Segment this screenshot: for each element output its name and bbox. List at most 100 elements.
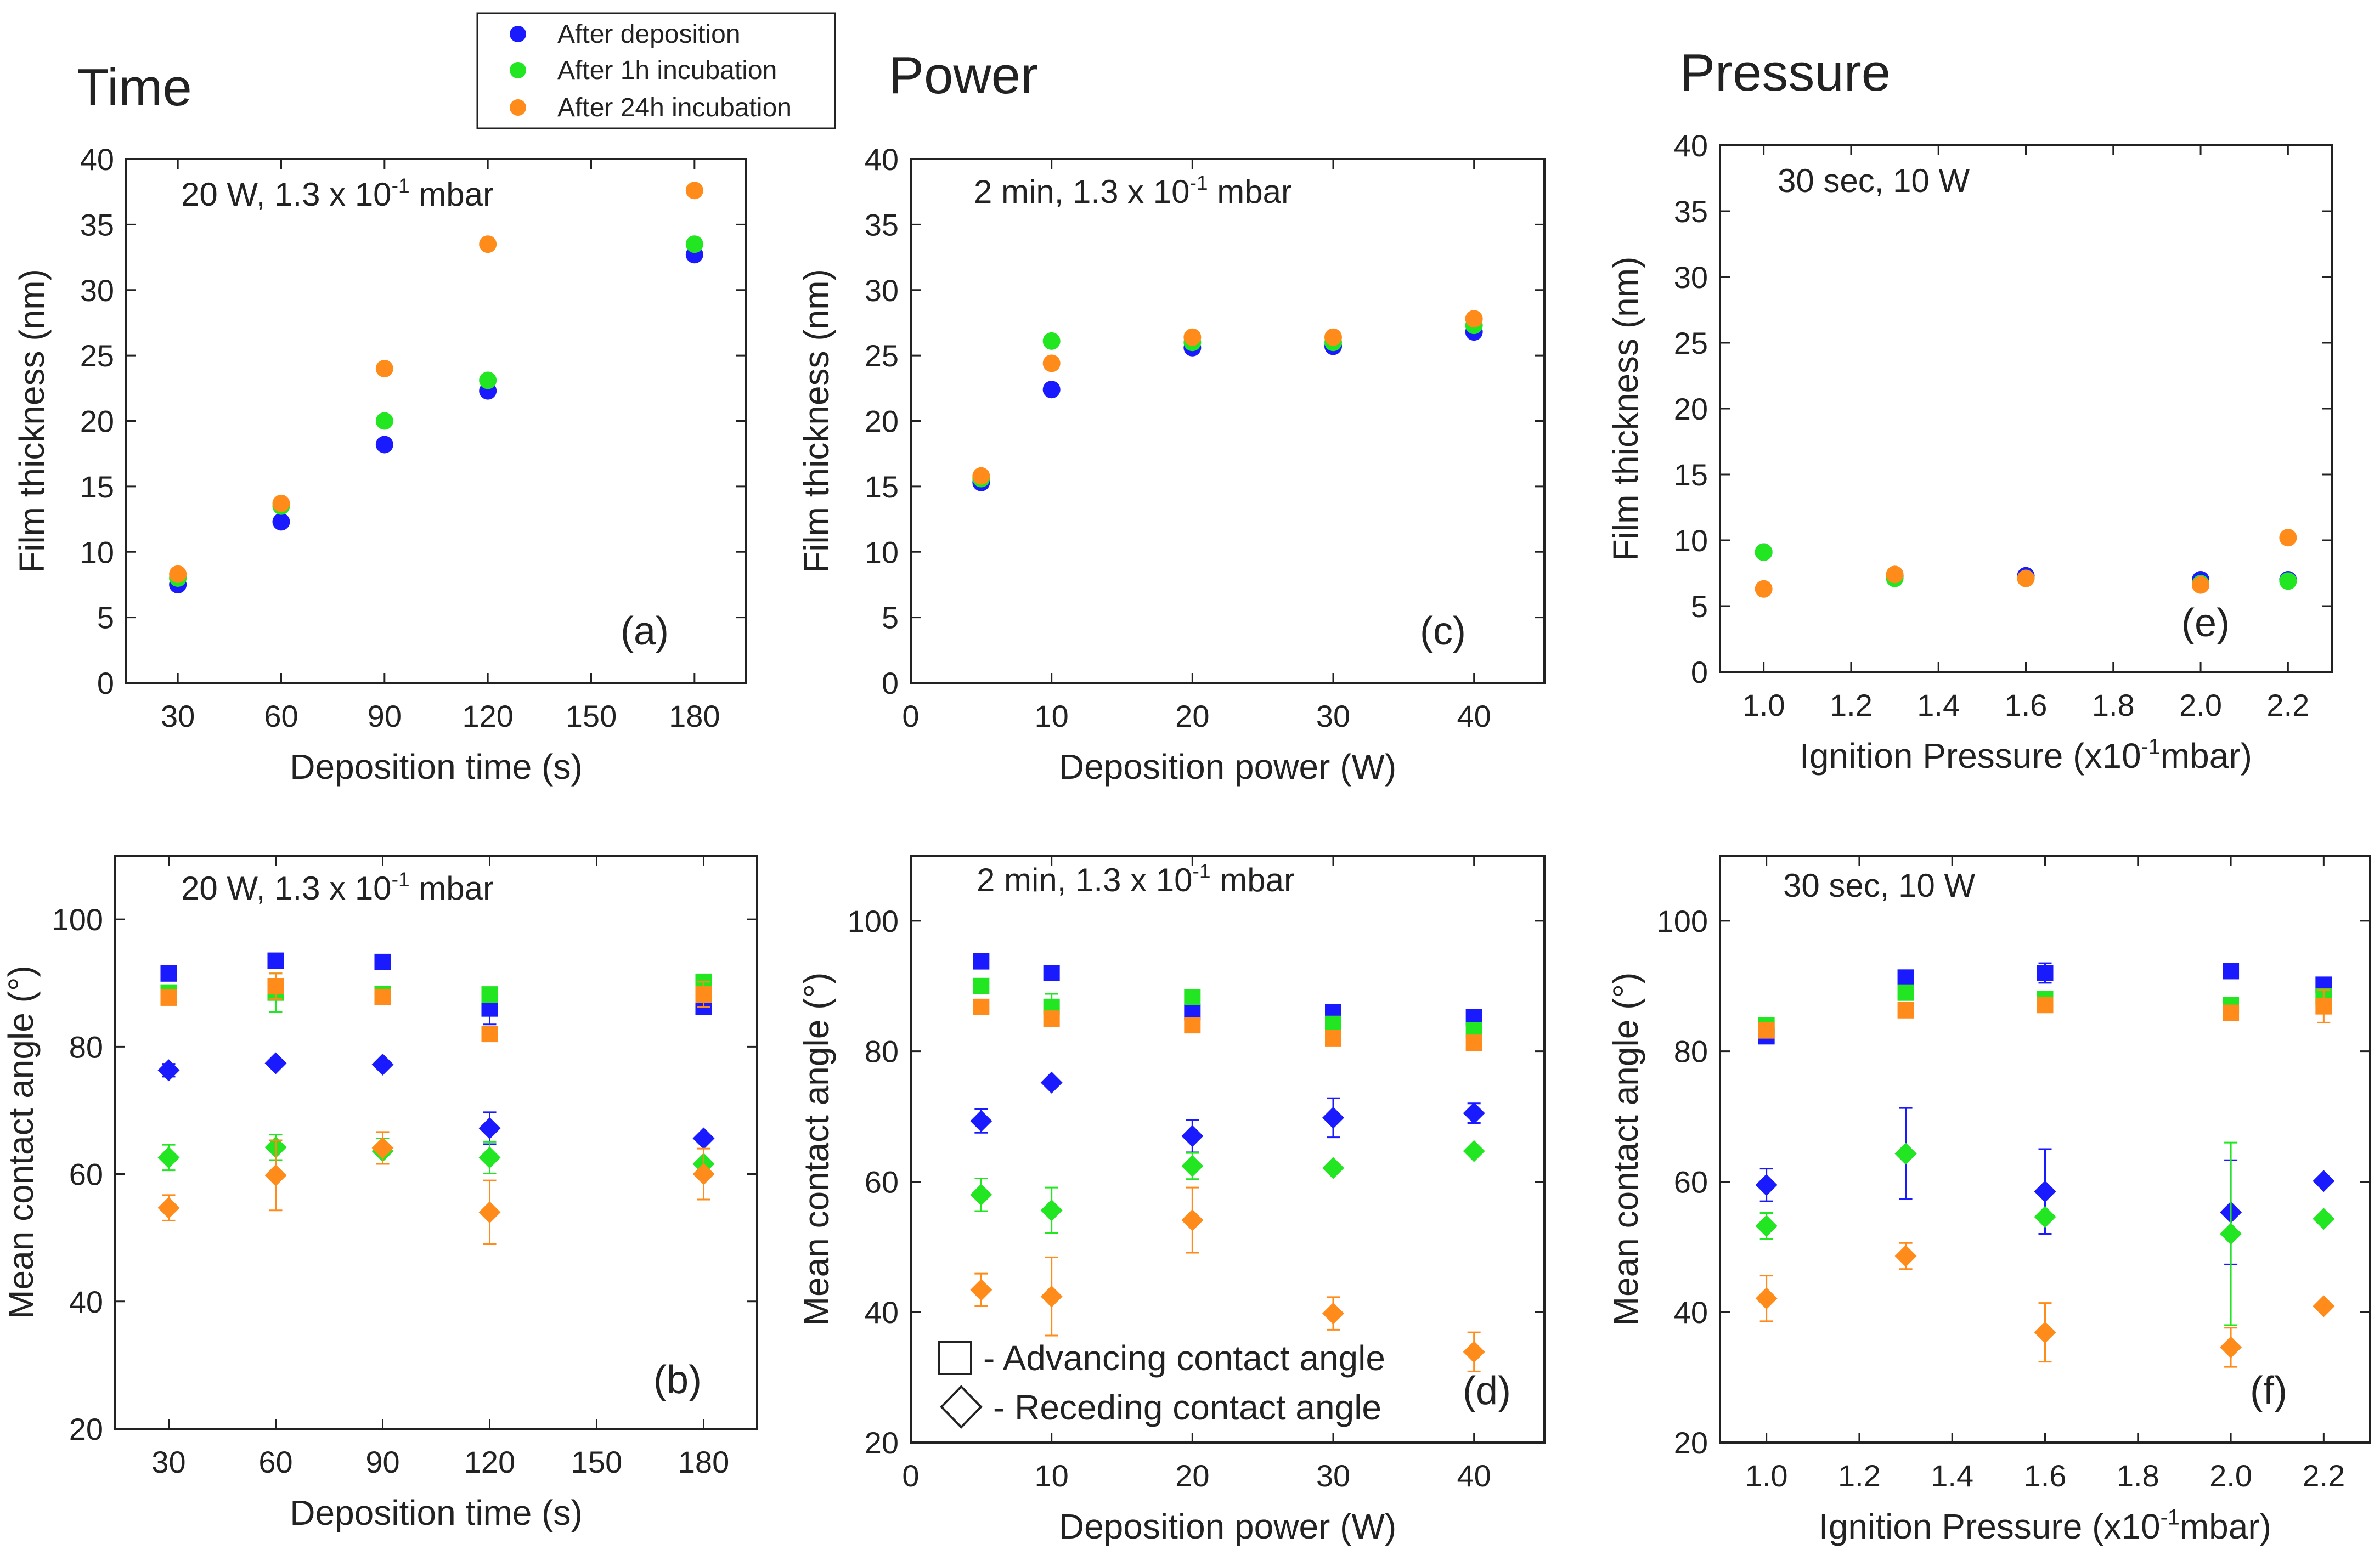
data-point-circle-c (1042, 354, 1061, 372)
column-title-pressure: Pressure (1680, 43, 1891, 102)
y-tick-label-b: 20 (69, 1412, 103, 1446)
data-point-diamond-f (2220, 1223, 2242, 1245)
y-tick-label-c: 5 (882, 601, 899, 635)
legend-marker-after-24h (510, 99, 526, 116)
data-point-diamond-f (2220, 1336, 2242, 1359)
column-title-time: Time (77, 58, 192, 117)
data-point-square-f (2037, 997, 2054, 1014)
marker-legend-advancing-label: - Advancing contact angle (983, 1338, 1385, 1378)
data-point-square-d (973, 953, 990, 970)
y-tick-label-a: 0 (97, 666, 114, 700)
data-point-diamond-f (1755, 1174, 1778, 1196)
data-point-circle-e (2279, 572, 2297, 590)
data-point-diamond-f (2313, 1208, 2335, 1230)
x-tick-label-b: 60 (258, 1445, 292, 1479)
data-point-circle-e (2279, 529, 2297, 547)
panel-label-c: (c) (1420, 609, 1466, 653)
data-point-diamond-b (478, 1146, 501, 1169)
y-tick-label-c: 15 (865, 470, 899, 504)
y-axis-label-d: Mean contact angle (°) (797, 972, 836, 1326)
data-point-circle-a (685, 182, 703, 200)
data-point-diamond-d (1463, 1341, 1485, 1363)
y-tick-label-f: 80 (1674, 1034, 1708, 1069)
x-tick-label-f: 2.2 (2302, 1458, 2345, 1493)
y-tick-label-c: 40 (865, 142, 899, 177)
y-tick-label-e: 10 (1674, 523, 1708, 558)
y-tick-label-e: 40 (1674, 128, 1708, 163)
y-tick-label-a: 15 (80, 470, 114, 504)
panel-label-d: (d) (1463, 1369, 1511, 1413)
x-tick-label-c: 10 (1035, 699, 1069, 733)
y-tick-label-f: 20 (1674, 1426, 1708, 1460)
x-tick-label-d: 0 (902, 1458, 919, 1493)
y-tick-label-a: 20 (80, 404, 114, 439)
data-point-square-b (267, 952, 284, 969)
panel-label-e: (e) (2181, 601, 2230, 645)
x-tick-label-a: 150 (566, 699, 617, 733)
y-tick-label-a: 25 (80, 338, 114, 373)
x-tick-label-e: 1.6 (2005, 688, 2048, 722)
panel-annotation-a: 20 W, 1.3 x 10-1 mbar (181, 174, 494, 213)
y-tick-label-e: 0 (1691, 655, 1708, 689)
panel-annotation-e: 30 sec, 10 W (1778, 162, 1970, 199)
x-tick-label-b: 30 (151, 1445, 185, 1479)
x-tick-label-e: 1.4 (1917, 688, 1960, 722)
panel-a: 30 60 90 120 150 180 0 5 10 15 20 25 30 35 40 Depositio… (12, 142, 747, 787)
x-axis-label-c: Deposition power (W) (1059, 747, 1396, 787)
data-point-square-d (1184, 988, 1201, 1005)
plot-frame-d (910, 855, 1546, 1444)
x-tick-label-e: 1.0 (1742, 688, 1785, 722)
data-point-diamond-f (2313, 1295, 2335, 1317)
x-tick-label-b: 180 (678, 1445, 729, 1479)
x-tick-label-e: 2.2 (2266, 688, 2309, 722)
marker-legend-square (938, 1341, 972, 1375)
x-tick-label-d: 10 (1035, 1458, 1069, 1493)
x-tick-label-f: 1.6 (2024, 1458, 2067, 1493)
x-tick-label-f: 1.8 (2117, 1458, 2159, 1493)
y-tick-label-c: 0 (882, 666, 899, 700)
data-point-diamond-d (1322, 1302, 1344, 1325)
y-tick-label-c: 30 (865, 273, 899, 308)
x-tick-label-e: 2.0 (2179, 688, 2222, 722)
marker-legend-receding-label: - Receding contact angle (993, 1388, 1381, 1427)
data-point-diamond-f (1755, 1215, 1778, 1237)
data-point-circle-c (1324, 328, 1342, 346)
data-point-circle-c (1183, 328, 1202, 346)
data-point-square-f (2315, 998, 2332, 1015)
y-tick-label-d: 20 (865, 1426, 899, 1460)
data-point-diamond-f (2034, 1180, 2056, 1203)
data-point-diamond-f (2034, 1321, 2056, 1344)
data-point-diamond-d (1040, 1071, 1063, 1094)
plot-frame-a (125, 158, 747, 684)
data-point-circle-a (685, 235, 703, 253)
y-tick-label-a: 10 (80, 535, 114, 569)
y-axis-label-b: Mean contact angle (°) (1, 965, 41, 1319)
y-tick-label-a: 40 (80, 142, 114, 177)
panel-annotation-d: 2 min, 1.3 x 10-1 mbar (977, 859, 1295, 898)
data-point-square-d (973, 998, 990, 1015)
x-tick-label-a: 30 (161, 699, 195, 733)
data-point-circle-c (1042, 332, 1061, 350)
data-point-diamond-b (264, 1164, 287, 1186)
y-tick-label-e: 25 (1674, 326, 1708, 360)
y-tick-label-b: 60 (69, 1157, 103, 1192)
plot-frame-e (1719, 144, 2333, 673)
plot-frame-c (910, 158, 1546, 684)
data-point-circle-e (2017, 569, 2035, 587)
data-point-circle-e (1755, 580, 1773, 598)
y-tick-label-f: 100 (1657, 904, 1708, 938)
y-axis-label-a: Film thickness (nm) (12, 269, 52, 573)
y-tick-label-e: 15 (1674, 457, 1708, 492)
data-point-square-f (1897, 1002, 1914, 1019)
x-tick-label-f: 1.2 (1838, 1458, 1881, 1493)
data-point-diamond-b (371, 1053, 394, 1076)
data-point-circle-c (1465, 310, 1483, 328)
color-legend-box (476, 12, 836, 129)
legend-label-after-deposition: After deposition (557, 20, 741, 49)
data-point-circle-e (1886, 565, 1904, 584)
data-point-diamond-d (970, 1184, 992, 1206)
y-tick-label-a: 35 (80, 207, 114, 242)
data-point-diamond-d (1040, 1199, 1063, 1221)
data-point-diamond-d (1322, 1157, 1344, 1179)
